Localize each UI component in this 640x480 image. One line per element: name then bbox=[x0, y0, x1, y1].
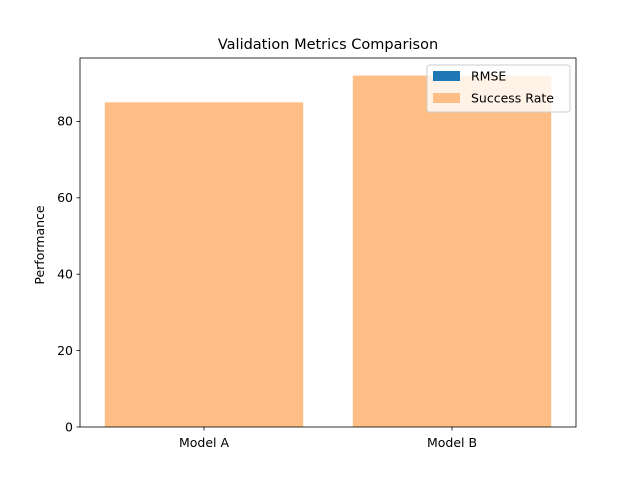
legend: RMSE Success Rate bbox=[426, 64, 571, 113]
y-axis-label: Performance bbox=[32, 205, 47, 285]
y-tick-label: 80 bbox=[57, 114, 73, 129]
plot-frame bbox=[79, 57, 577, 428]
x-tick-label: Model B bbox=[427, 435, 477, 450]
y-tick-label: 20 bbox=[57, 343, 73, 358]
y-tick-label: 0 bbox=[65, 419, 73, 434]
legend-box bbox=[426, 64, 571, 113]
bars-group bbox=[104, 75, 552, 427]
y-tick-label: 60 bbox=[57, 190, 73, 205]
legend-label-success-rate: Success Rate bbox=[471, 91, 554, 106]
x-tick-label: Model A bbox=[179, 435, 230, 450]
y-tick-label: 40 bbox=[57, 267, 73, 282]
legend-swatch-success-rate bbox=[433, 93, 460, 103]
chart-title: Validation Metrics Comparison bbox=[218, 37, 438, 53]
bar-success-rate-model-a bbox=[104, 102, 304, 427]
axes-group: 0 20 40 60 80 Model A Model B bbox=[57, 57, 577, 450]
bar-success-rate-model-b bbox=[352, 75, 552, 427]
legend-label-rmse: RMSE bbox=[471, 69, 506, 84]
legend-swatch-rmse bbox=[433, 71, 460, 81]
